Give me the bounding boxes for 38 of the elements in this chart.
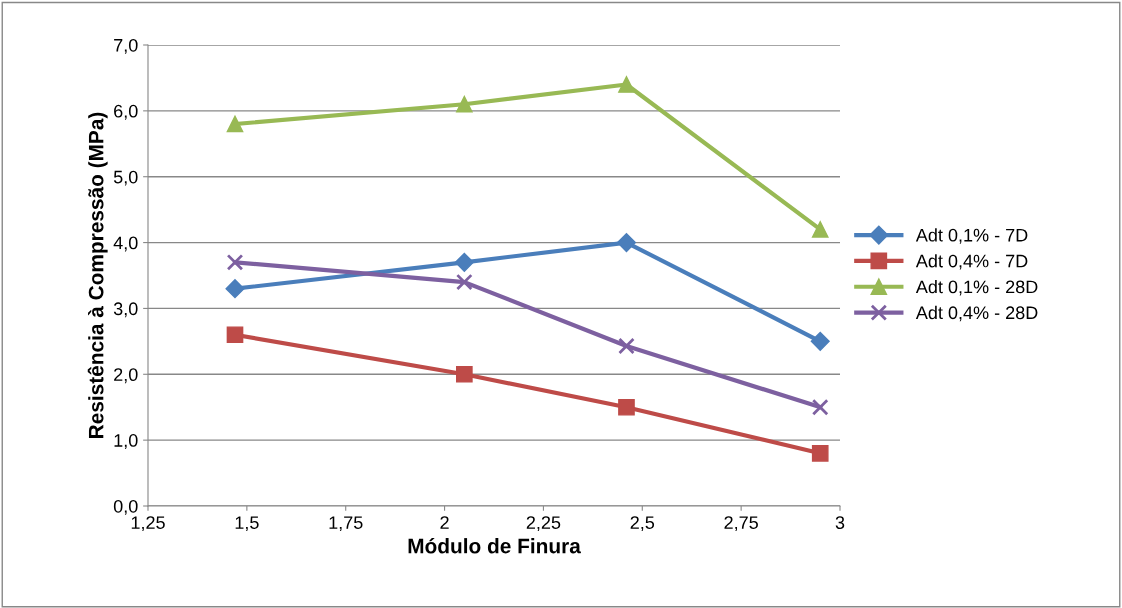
x-tick-label: 1,75: [329, 516, 363, 532]
point: [225, 279, 245, 299]
x-tick-label: 2: [440, 516, 449, 529]
point: [811, 221, 829, 238]
x-tick-label: 3: [835, 516, 845, 529]
x-tick-label: 1,5: [235, 516, 259, 532]
x-tick-label: 2,25: [526, 516, 561, 532]
x-tick-label: 2,75: [724, 516, 758, 532]
y-tick-label: 3,0: [113, 302, 138, 318]
point: [616, 233, 637, 253]
point: [618, 398, 635, 416]
legend-label: Adt 0,4% - 28D: [915, 305, 1038, 322]
y-tick-label: 4,0: [113, 236, 138, 252]
point: [618, 76, 635, 93]
point: [456, 95, 473, 113]
point: [226, 253, 244, 271]
legend-label: Adt 0,4% - 7D: [915, 254, 1028, 270]
x-axis-title: Módulo de Finura: [408, 537, 581, 554]
point: [811, 444, 829, 462]
y-tick-label: 5,0: [113, 170, 138, 186]
y-tick-label: 1,0: [114, 434, 138, 449]
y-tick-label: 7,0: [114, 38, 138, 54]
y-tick-label: 2,0: [114, 368, 138, 384]
point: [618, 337, 635, 355]
point: [811, 398, 829, 416]
point: [454, 252, 474, 272]
x-tick-label: 2,5: [630, 516, 655, 532]
point: [810, 331, 830, 351]
point: [456, 273, 473, 291]
point: [226, 115, 244, 133]
y-axis-title: Resistência à Compressão (MPa): [87, 112, 108, 438]
legend-label: Adt 0,1% - 7D: [915, 228, 1028, 244]
legend-label: Adt 0,1% - 28D: [915, 280, 1038, 296]
y-tick-label: 0,0: [113, 499, 138, 515]
point: [456, 365, 473, 383]
point: [226, 326, 244, 344]
y-tick-label: 6,0: [114, 104, 138, 120]
x-tick-label: 1,25: [131, 516, 165, 532]
